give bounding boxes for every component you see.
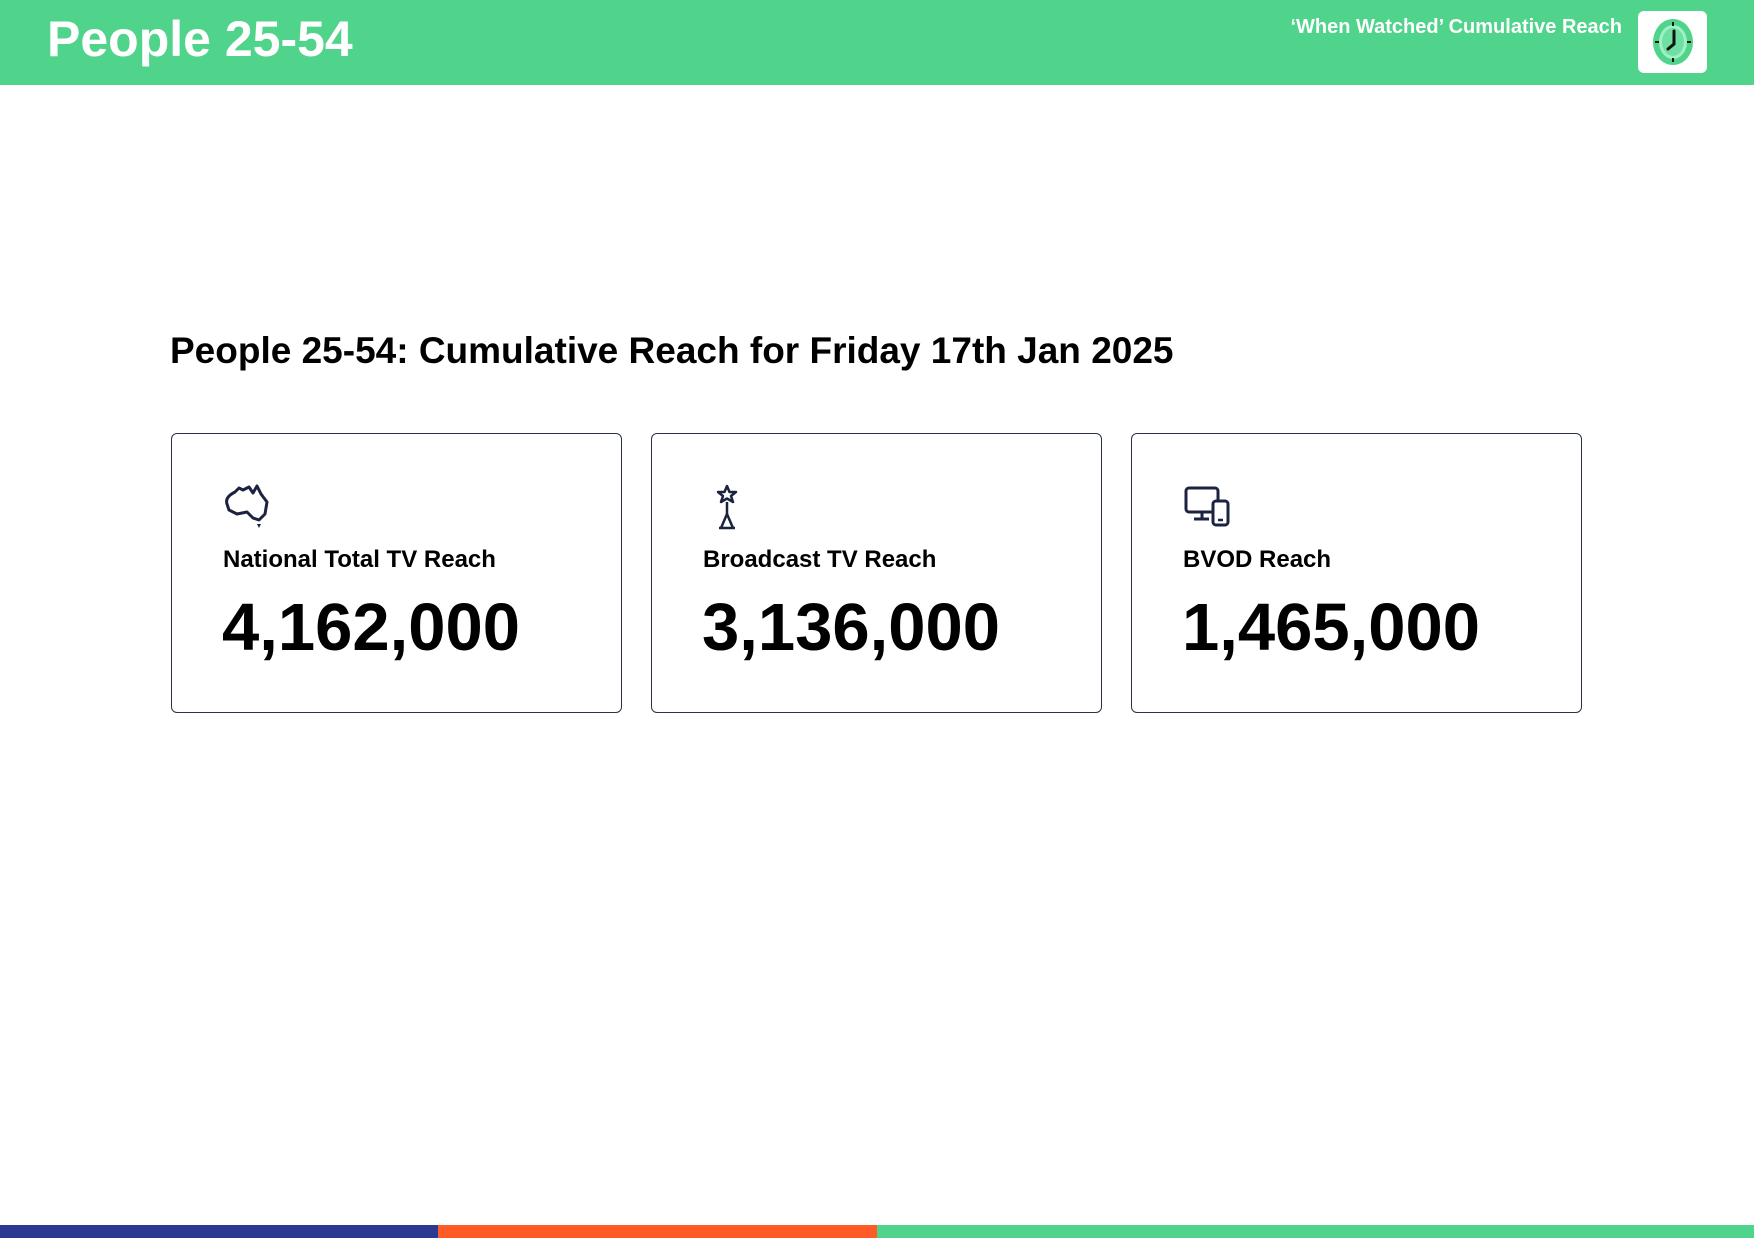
- footer-bar-green: [877, 1225, 1754, 1238]
- card-value: 4,162,000: [222, 590, 521, 665]
- broadcast-tower-icon: [716, 484, 738, 530]
- header-subtitle: ‘When Watched’ Cumulative Reach: [1290, 16, 1622, 38]
- card-label: National Total TV Reach: [223, 546, 496, 573]
- footer-bar-blue: [0, 1225, 438, 1238]
- card-bvod-reach: BVOD Reach 1,465,000: [1131, 433, 1582, 713]
- card-label: BVOD Reach: [1183, 546, 1332, 573]
- card-label: Broadcast TV Reach: [703, 546, 937, 573]
- footer-bar-orange: [438, 1225, 877, 1238]
- card-value: 3,136,000: [702, 590, 1001, 665]
- devices-icon: [1184, 486, 1230, 527]
- australia-map-icon: [225, 484, 269, 528]
- header-bar: People 25-54 ‘When Watched’ Cumulative R…: [0, 0, 1754, 85]
- card-national-total-tv-reach: National Total TV Reach 4,162,000: [171, 433, 622, 713]
- card-value: 1,465,000: [1182, 590, 1481, 665]
- clock-logo: [1638, 11, 1707, 73]
- card-broadcast-tv-reach: Broadcast TV Reach 3,136,000: [651, 433, 1102, 713]
- clock-icon: [1652, 19, 1693, 65]
- page-title: People 25-54: Cumulative Reach for Frida…: [170, 330, 1174, 371]
- header-title: People 25-54: [47, 11, 353, 67]
